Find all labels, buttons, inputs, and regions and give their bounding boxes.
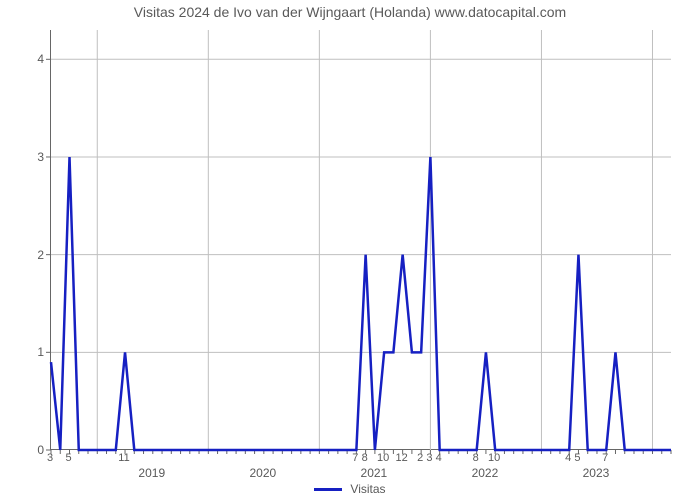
x-tick-label: 3 [426, 452, 432, 464]
legend-label: Visitas [350, 482, 385, 496]
x-tick-label: 12 [396, 452, 408, 464]
x-tick-label: 5 [65, 452, 71, 464]
y-tick-label: 1 [4, 345, 44, 359]
x-tick-label: 10 [488, 452, 500, 464]
x-tick-label: 7 [602, 452, 608, 464]
x-tick-label: 11 [118, 452, 129, 464]
x-year-label: 2019 [138, 466, 165, 480]
x-tick-label: 8 [362, 452, 368, 464]
x-tick-label: 3 [47, 452, 53, 464]
y-tick-label: 2 [4, 248, 44, 262]
legend-swatch [314, 488, 342, 491]
x-year-label: 2023 [583, 466, 610, 480]
x-tick-label: 4 [436, 452, 442, 464]
y-tick-label: 3 [4, 150, 44, 164]
x-tick-label: 10 [377, 452, 389, 464]
x-year-label: 2022 [472, 466, 499, 480]
x-tick-label: 4 [565, 452, 571, 464]
x-year-label: 2020 [249, 466, 276, 480]
x-tick-label: 5 [574, 452, 580, 464]
x-tick-label: 2 [417, 452, 423, 464]
x-year-label: 2021 [361, 466, 388, 480]
plot-area [50, 30, 670, 450]
chart-title: Visitas 2024 de Ivo van der Wijngaart (H… [0, 4, 700, 20]
x-tick-label: 8 [473, 452, 479, 464]
y-tick-label: 4 [4, 52, 44, 66]
y-tick-label: 0 [4, 443, 44, 457]
x-tick-label: 7 [352, 452, 358, 464]
visits-line-chart: Visitas 2024 de Ivo van der Wijngaart (H… [0, 0, 700, 500]
chart-legend: Visitas [0, 482, 700, 496]
